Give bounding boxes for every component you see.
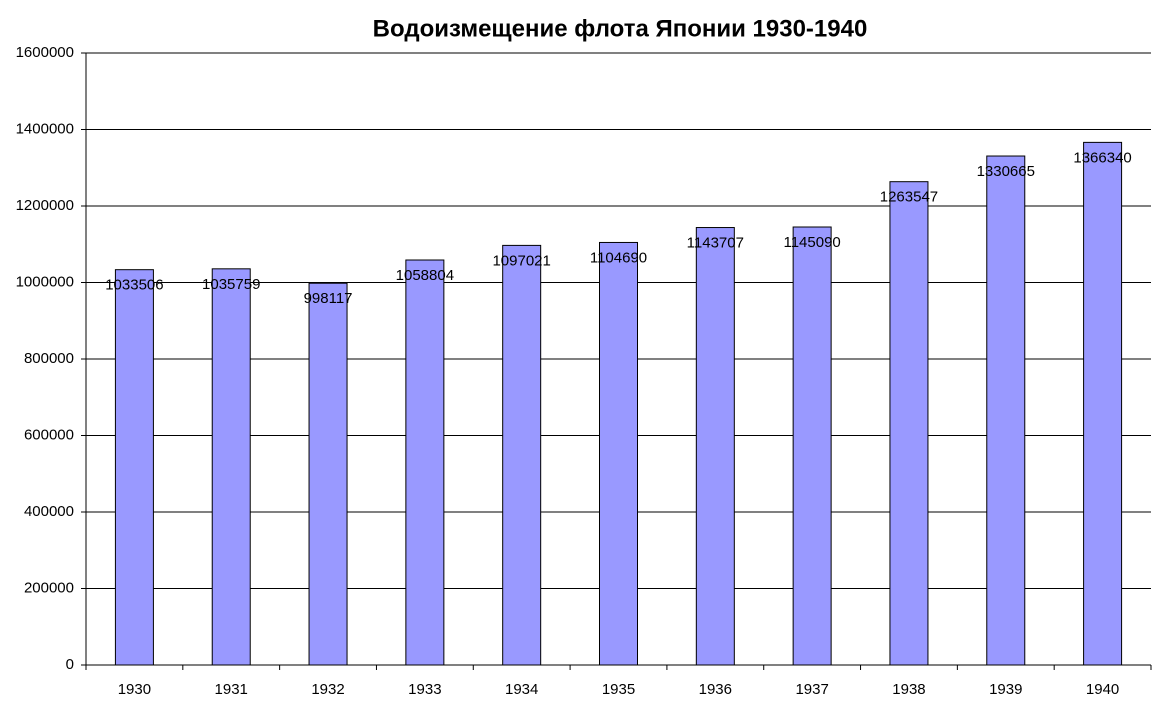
data-label: 1104690 bbox=[590, 249, 647, 266]
bar bbox=[502, 244, 542, 666]
x-tick-label: 1939 bbox=[989, 681, 1022, 698]
data-label: 1058804 bbox=[396, 267, 454, 284]
y-tick-label: 200000 bbox=[24, 579, 74, 596]
bar bbox=[599, 241, 638, 666]
y-tick-label: 600000 bbox=[24, 426, 74, 443]
x-tick-label: 1931 bbox=[215, 681, 248, 698]
x-tick-label: 1936 bbox=[699, 681, 732, 698]
chart-title: Водоизмещение флота Японии 1930-1940 bbox=[373, 15, 868, 42]
x-tick-label: 1933 bbox=[408, 681, 441, 698]
data-label: 1145090 bbox=[783, 234, 840, 251]
data-label: 1366340 bbox=[1073, 149, 1131, 166]
y-tick-label: 1000000 bbox=[16, 273, 74, 290]
bar bbox=[211, 268, 251, 666]
data-label: 1263547 bbox=[880, 189, 938, 206]
data-label: 1143707 bbox=[687, 235, 744, 252]
bar bbox=[889, 181, 929, 666]
y-tick-label: 0 bbox=[66, 656, 74, 673]
bar bbox=[405, 259, 445, 666]
x-tick-label: 1935 bbox=[602, 681, 635, 698]
y-tick-label: 400000 bbox=[24, 503, 74, 520]
data-label: 1035759 bbox=[202, 276, 260, 293]
bar bbox=[308, 282, 348, 666]
y-tick-label: 1600000 bbox=[16, 44, 74, 61]
x-tick-label: 1934 bbox=[505, 681, 538, 698]
x-tick-label: 1937 bbox=[795, 681, 828, 698]
x-tick-label: 1930 bbox=[118, 681, 151, 698]
y-tick-label: 1400000 bbox=[16, 120, 74, 137]
bar bbox=[114, 269, 154, 666]
x-tick-label: 1940 bbox=[1086, 681, 1119, 698]
bar bbox=[986, 155, 1026, 666]
bar bbox=[1083, 141, 1123, 666]
data-label: 998117 bbox=[304, 290, 353, 307]
data-label: 1330665 bbox=[977, 163, 1035, 180]
y-tick-label: 1200000 bbox=[16, 197, 74, 214]
y-tick-label: 800000 bbox=[24, 350, 74, 367]
bar bbox=[695, 227, 735, 666]
x-tick-label: 1938 bbox=[892, 681, 925, 698]
x-tick-label: 1932 bbox=[311, 681, 344, 698]
data-label: 1097021 bbox=[492, 252, 550, 269]
data-label: 1033506 bbox=[105, 277, 163, 294]
bar bbox=[792, 226, 832, 666]
